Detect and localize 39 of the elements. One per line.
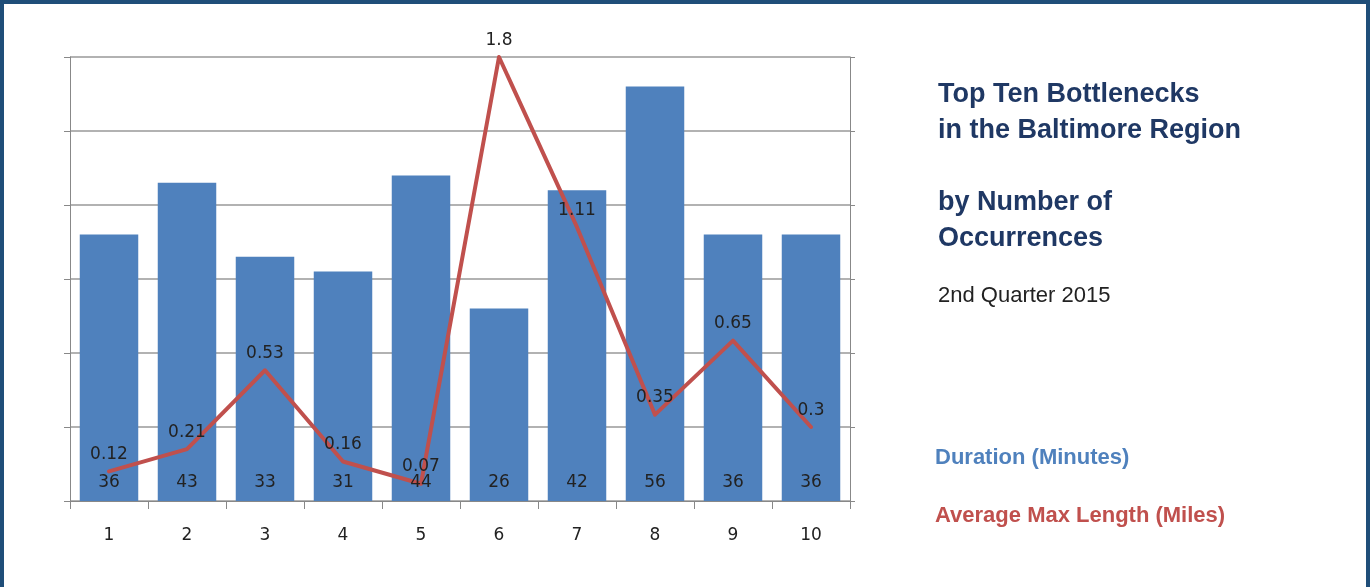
bar xyxy=(703,234,763,501)
bar xyxy=(313,271,373,501)
x-tick-label: 7 xyxy=(571,523,583,544)
data-label: 26 xyxy=(488,470,510,491)
x-tick-label: 10 xyxy=(800,523,822,544)
data-label: 0.3 xyxy=(797,398,825,419)
x-tick-label: 6 xyxy=(493,523,505,544)
x-tick-label: 4 xyxy=(337,523,349,544)
data-label: 36 xyxy=(98,470,120,491)
bar xyxy=(391,175,451,501)
x-tick-label: 2 xyxy=(181,523,193,544)
bar xyxy=(469,308,529,501)
text: Duration (Minutes) xyxy=(935,443,1130,469)
data-label: 36 xyxy=(800,470,822,491)
x-tick-label: 5 xyxy=(415,523,427,544)
data-label: 56 xyxy=(644,470,666,491)
x-tick-label: 1 xyxy=(103,523,115,544)
data-label: 0.21 xyxy=(168,420,206,441)
data-label: 0.65 xyxy=(714,312,752,333)
bar xyxy=(547,190,607,501)
data-label: 0.12 xyxy=(90,442,128,463)
x-tick-label: 9 xyxy=(727,523,739,544)
data-label: 36 xyxy=(722,470,744,491)
bar xyxy=(625,86,685,501)
bar xyxy=(157,182,217,501)
text: Average Max Length (Miles) xyxy=(935,501,1226,527)
data-label: 42 xyxy=(566,470,588,491)
data-label: 0.53 xyxy=(246,341,284,362)
bar xyxy=(781,234,841,501)
data-label: 43 xyxy=(176,470,198,491)
text: 2nd Quarter 2015 xyxy=(938,281,1111,307)
x-tick-label: 8 xyxy=(649,523,661,544)
data-label: 31 xyxy=(332,470,354,491)
x-tick-label: 3 xyxy=(259,523,271,544)
bar xyxy=(235,256,295,501)
chart-title: Top Ten Bottlenecks in the Baltimore Region by Number of Occurrences xyxy=(938,78,1242,252)
data-label: 1.8 xyxy=(485,28,513,49)
bar xyxy=(79,234,139,501)
data-label: 33 xyxy=(254,470,276,491)
